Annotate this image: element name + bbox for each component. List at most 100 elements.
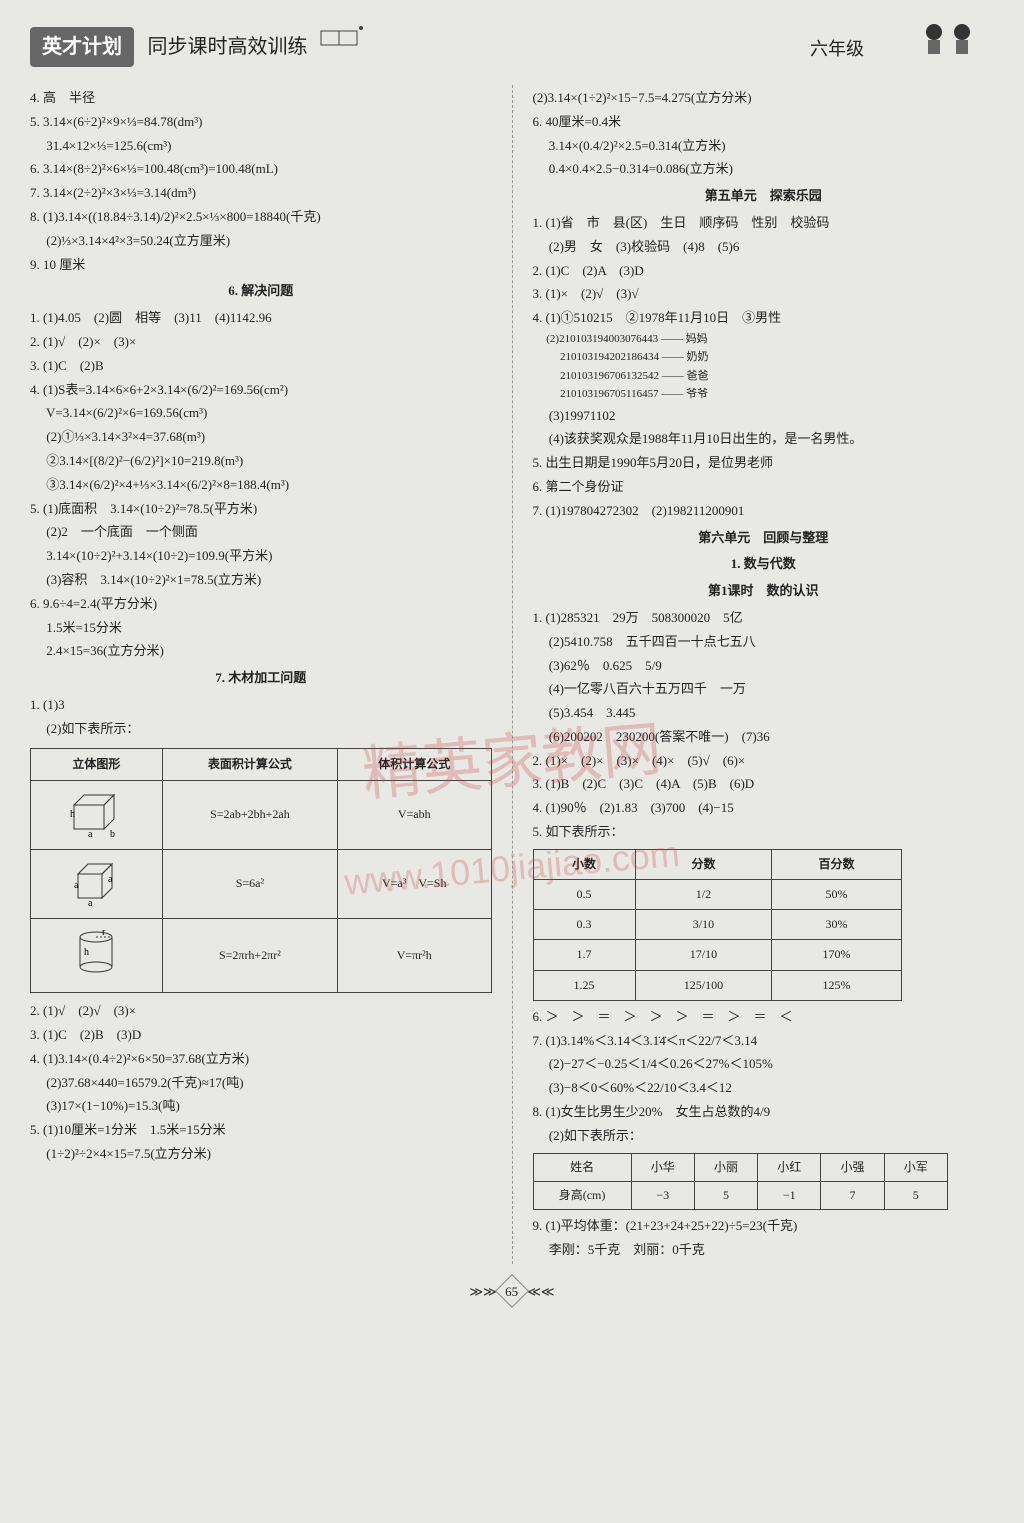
text-line: 7. (1)3.14%＜3.14＜3.1̇4̇＜π＜22/7＜3.14 [533,1031,995,1052]
table-cell: 17/10 [635,940,772,970]
table-cell: V=a³ V=Sh [337,849,491,918]
text-line: (5)3.454 3.445 [533,703,995,724]
table-cell: 小红 [758,1153,821,1181]
text-line: 31.4×12×⅓=125.6(cm³) [30,136,492,157]
svg-text:a: a [88,829,93,837]
grade-label: 六年级 [810,35,864,64]
table-header: 体积计算公式 [337,748,491,780]
table-cell: 0.3 [533,910,635,940]
text-line: 6. 9.6÷4=2.4(平方分米) [30,594,492,615]
table-cell: −1 [758,1181,821,1209]
text-line: 5. 如下表所示： [533,822,995,843]
table-cell: 0.5 [533,880,635,910]
text-line: 2.4×15=36(立方分米) [30,641,492,662]
table-cell: 170% [772,940,901,970]
text-line: (3)19971102 [533,406,995,427]
table-cell: 小华 [631,1153,694,1181]
table-header: 表面积计算公式 [162,748,337,780]
text-line: 5. 出生日期是1990年5月20日，是位男老师 [533,453,995,474]
table-header: 立体图形 [31,748,163,780]
table-row: rh S=2πrh+2πr² V=πr²h [31,919,492,993]
table-row: aaa S=6a² V=a³ V=Sh [31,849,492,918]
table-cell: 7 [821,1181,884,1209]
text-line: 6. ＞ ＞ ＝ ＞ ＞ ＞ ＝ ＞ ＝ ＜ [533,1007,995,1028]
text-line: (6)200202 230200(答案不唯一) (7)36 [533,727,995,748]
text-line: 1.5米=15分米 [30,618,492,639]
text-line: 5. (1)10厘米=1分米 1.5米=15分米 [30,1120,492,1141]
text-line: ③3.14×(6/2)²×4+⅓×3.14×(6/2)²×8=188.4(m³) [30,475,492,496]
text-line: (2)男 女 (3)校验码 (4)8 (5)6 [533,237,995,258]
page-number: ≫≫ 65 ≪≪ [30,1279,994,1303]
page-header: 英才计划 同步课时高效训练 六年级 [30,20,994,70]
svg-text:h: h [70,809,75,820]
table-cell: 1.25 [533,970,635,1000]
table-cell: 小军 [884,1153,947,1181]
text-line: 9. (1)平均体重：(21+23+24+25+22)÷5=23(千克) [533,1216,995,1237]
table-header: 分数 [635,849,772,879]
table-cell: 小丽 [694,1153,757,1181]
right-column: (2)3.14×(1÷2)²×15−7.5=4.275(立方分米) 6. 40厘… [533,85,995,1264]
book-icon [311,23,371,61]
table-cell: 小强 [821,1153,884,1181]
text-line: (2)37.68×440=16579.2(千克)≈17(吨) [30,1073,492,1094]
text-line: 3. (1)B (2)C (3)C (4)A (5)B (6)D [533,774,995,795]
text-line: (2)210103194003076443 —— 妈妈 [533,332,995,347]
text-line: 李刚：5千克 刘丽：0千克 [533,1240,995,1261]
table-cell: 身高(cm) [533,1181,631,1209]
sub-heading: 第1课时 数的认识 [533,581,995,602]
text-line: 3. (1)× (2)√ (3)√ [533,284,995,305]
text-line: (2)5410.758 五千四百一十点七五八 [533,632,995,653]
geometry-table: 立体图形 表面积计算公式 体积计算公式 hab S=2ab+2bh+2ah V=… [30,748,492,994]
text-line: 2. (1)× (2)× (3)× (4)× (5)√ (6)× [533,751,995,772]
table-cell: 姓名 [533,1153,631,1181]
text-line: 210103196705116457 —— 爷爷 [533,387,995,402]
text-line: 210103196706132542 —— 爸爸 [533,369,995,384]
table-cell: 3/10 [635,910,772,940]
table-cell: 125/100 [635,970,772,1000]
svg-text:a: a [88,898,93,906]
text-line: 3. (1)C (2)B [30,356,492,377]
table-cell: V=abh [337,780,491,849]
text-line: 0.4×0.4×2.5−0.314=0.086(立方米) [533,159,995,180]
text-line: 4. (1)S表=3.14×6×6+2×3.14×(6/2)²=169.56(c… [30,380,492,401]
text-line: 3. (1)C (2)B (3)D [30,1025,492,1046]
text-line: 4. (1)3.14×(0.4÷2)²×6×50=37.68(立方米) [30,1049,492,1070]
table-row: 身高(cm) −3 5 −1 7 5 [533,1181,947,1209]
table-cell: 1.7 [533,940,635,970]
sub-heading: 1. 数与代数 [533,554,995,575]
table-cell: S=2πrh+2πr² [162,919,337,993]
unit-heading: 第六单元 回顾与整理 [533,528,995,549]
text-line: (4)一亿零八百六十五万四千 一万 [533,679,995,700]
text-line: (1÷2)²÷2×4×15=7.5(立方分米) [30,1144,492,1165]
table-row: 1.25 125/100 125% [533,970,901,1000]
text-line: (2)如下表所示： [533,1126,995,1147]
text-line: 5. (1)底面积 3.14×(10÷2)²=78.5(平方米) [30,499,492,520]
text-line: (4)该获奖观众是1988年11月10日出生的，是一名男性。 [533,429,995,450]
text-line: (2)①⅓×3.14×3²×4=37.68(m³) [30,427,492,448]
section-heading: 7. 木材加工问题 [30,668,492,689]
page-number-value: 65 [505,1279,518,1303]
text-line: 2. (1)√ (2)× (3)× [30,332,492,353]
table-cell: 5 [694,1181,757,1209]
number-table: 小数 分数 百分数 0.5 1/2 50% 0.3 3/10 30% 1.7 1… [533,849,902,1001]
title-sub: 同步课时高效训练 [148,36,308,58]
table-cell: 5 [884,1181,947,1209]
text-line: 8. (1)3.14×((18.84÷3.14)/2)²×2.5×⅓×800=1… [30,207,492,228]
text-line: (2)−27＜−0.25＜1/4＜0.26＜27%＜105% [533,1054,995,1075]
cube-icon: aaa [66,856,126,906]
text-line: 4. (1)①510215 ②1978年11月10日 ③男性 [533,308,995,329]
cylinder-icon: rh [66,925,126,980]
table-cell: 50% [772,880,901,910]
section-heading: 6. 解决问题 [30,281,492,302]
text-line: 3.14×(0.4/2)²×2.5=0.314(立方米) [533,136,995,157]
table-row: 0.5 1/2 50% [533,880,901,910]
text-line: (2)2 一个底面 一个侧面 [30,522,492,543]
table-row: 1.7 17/10 170% [533,940,901,970]
table-header: 百分数 [772,849,901,879]
svg-text:a: a [108,874,113,885]
content-area: 4. 高 半径 5. 3.14×(6÷2)²×9×⅓=84.78(dm³) 31… [30,85,994,1264]
text-line: 4. (1)90％ (2)1.83 (3)700 (4)−15 [533,798,995,819]
height-table: 姓名 小华 小丽 小红 小强 小军 身高(cm) −3 5 −1 7 5 [533,1153,948,1210]
table-cell: 30% [772,910,901,940]
svg-text:b: b [110,829,115,837]
